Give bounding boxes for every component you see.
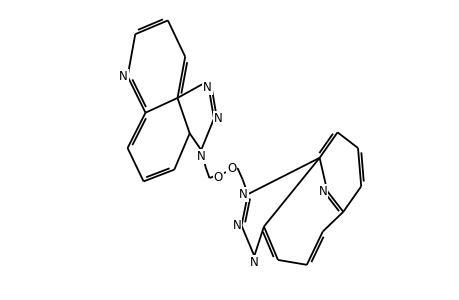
Text: O: O bbox=[226, 162, 235, 175]
Text: N: N bbox=[118, 70, 127, 83]
Text: N: N bbox=[196, 150, 205, 163]
Text: N: N bbox=[213, 112, 222, 125]
Text: O: O bbox=[213, 172, 223, 184]
Text: N: N bbox=[239, 188, 247, 201]
Text: N: N bbox=[249, 256, 258, 269]
Text: N: N bbox=[203, 81, 212, 94]
Text: N: N bbox=[318, 185, 327, 198]
Text: N: N bbox=[232, 219, 241, 232]
